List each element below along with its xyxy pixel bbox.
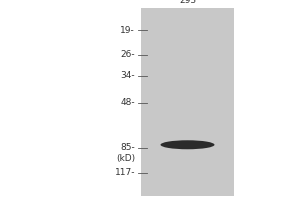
FancyBboxPatch shape xyxy=(141,8,234,196)
Text: 117-: 117- xyxy=(115,168,135,177)
Text: 85-: 85- xyxy=(120,143,135,152)
Text: 26-: 26- xyxy=(120,50,135,59)
Text: 293: 293 xyxy=(179,0,196,5)
Text: 34-: 34- xyxy=(120,71,135,80)
Text: (kD): (kD) xyxy=(116,154,135,163)
Text: 19-: 19- xyxy=(120,26,135,35)
Text: 48-: 48- xyxy=(120,98,135,107)
Ellipse shape xyxy=(160,140,214,149)
